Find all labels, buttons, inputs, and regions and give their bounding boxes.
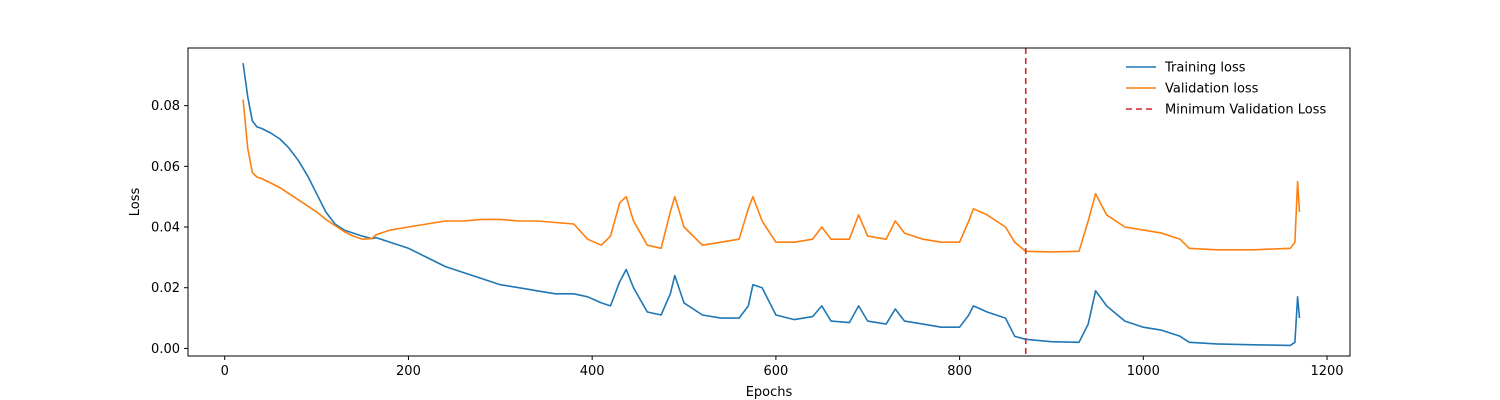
y-tick-label: 0.00 [151,342,180,357]
series-line-training-loss [242,63,1301,347]
series-line-validation-loss [242,99,1301,253]
x-axis: 0 200 400 600 800 1000 1200 [221,356,1344,379]
y-axis-label: Loss [128,188,143,217]
y-axis: 0.00 0.02 0.04 0.06 0.08 [151,99,188,357]
x-tick-label: 1200 [1310,364,1343,379]
x-tick-label: 400 [580,364,605,379]
x-tick-label: 1000 [1127,364,1160,379]
y-tick-label: 0.08 [151,99,180,114]
legend-entry: Minimum Validation Loss [1165,103,1326,118]
y-tick-label: 0.04 [151,221,180,236]
x-tick-label: 800 [947,364,972,379]
x-axis-label: Epochs [746,385,793,400]
legend: Training loss Validation loss Minimum Vali… [1126,61,1326,118]
plot-frame [187,47,1351,357]
legend-entry: Training loss [1164,61,1246,76]
legend-entry: Validation loss [1165,82,1259,97]
x-tick-label: 600 [763,364,788,379]
y-tick-label: 0.02 [151,281,180,296]
y-tick-label: 0.06 [151,160,180,175]
x-tick-label: 200 [396,364,421,379]
x-tick-label: 0 [221,364,229,379]
